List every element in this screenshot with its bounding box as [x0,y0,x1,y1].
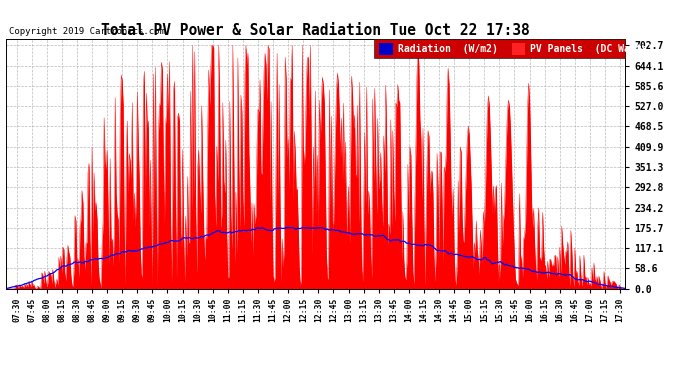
Text: Radiation  (W/m2): Radiation (W/m2) [397,44,497,54]
FancyBboxPatch shape [379,43,393,55]
FancyBboxPatch shape [512,43,525,55]
Text: Copyright 2019 Cartronics.com: Copyright 2019 Cartronics.com [8,27,164,36]
FancyBboxPatch shape [374,39,625,58]
Title: Total PV Power & Solar Radiation Tue Oct 22 17:38: Total PV Power & Solar Radiation Tue Oct… [101,23,530,38]
Text: PV Panels  (DC Watts): PV Panels (DC Watts) [531,44,653,54]
